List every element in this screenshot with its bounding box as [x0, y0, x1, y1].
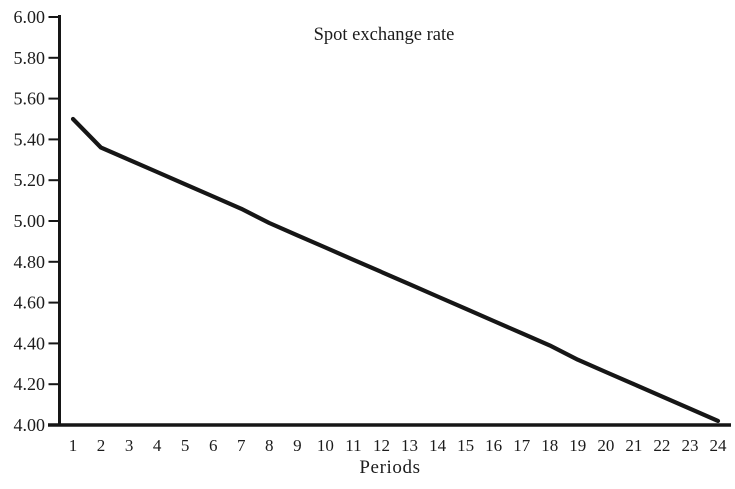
x-tick-label: 2 — [97, 436, 106, 455]
x-tick-label: 16 — [485, 436, 502, 455]
y-tick-label: 5.40 — [14, 129, 46, 149]
y-tick-label: 4.80 — [14, 252, 46, 272]
x-tick-label: 22 — [653, 436, 670, 455]
x-axis-title: Periods — [359, 457, 420, 478]
y-tick-label: 6.00 — [14, 7, 46, 27]
x-tick-label: 8 — [265, 436, 274, 455]
x-tick-label: 14 — [429, 436, 447, 455]
x-tick-label: 15 — [457, 436, 474, 455]
y-tick-label: 4.00 — [14, 415, 46, 435]
x-tick-label: 3 — [125, 436, 134, 455]
y-tick-label: 4.60 — [14, 293, 46, 313]
x-tick-label: 18 — [541, 436, 558, 455]
x-tick-label: 23 — [681, 436, 698, 455]
x-tick-label: 10 — [317, 436, 334, 455]
x-tick-label: 11 — [345, 436, 361, 455]
x-tick-label: 20 — [597, 436, 614, 455]
y-tick-label: 5.80 — [14, 48, 46, 68]
x-tick-label: 4 — [153, 436, 162, 455]
x-tick-label: 9 — [293, 436, 302, 455]
x-tick-label: 21 — [625, 436, 642, 455]
x-tick-label: 5 — [181, 436, 190, 455]
y-tick-label: 5.00 — [14, 211, 46, 231]
y-tick-label: 5.60 — [14, 89, 46, 109]
x-tick-label: 13 — [401, 436, 418, 455]
x-axis-labels: 1 2 3 4 5 6 7 8 9 10 11 12 13 14 15 16 17 18 19 20 21 22 23 24 — [69, 436, 727, 455]
y-tick-label: 5.20 — [14, 170, 46, 190]
x-tick-label: 6 — [209, 436, 218, 455]
chart-title: Spot exchange rate — [314, 25, 455, 45]
spot-rate-line — [70, 116, 721, 423]
x-tick-label: 19 — [569, 436, 586, 455]
x-tick-label: 12 — [373, 436, 390, 455]
x-tick-label: 24 — [710, 436, 728, 455]
x-tick-label: 17 — [513, 436, 531, 455]
x-tick-label: 1 — [69, 436, 78, 455]
y-tick-label: 4.40 — [14, 333, 46, 353]
x-tick-label: 7 — [237, 436, 246, 455]
y-tick-label: 4.20 — [14, 374, 46, 394]
y-axis-ticks: 4.00 4.20 4.40 4.60 4.80 5.00 5.20 5.40 5.60 5.80… — [14, 7, 59, 435]
